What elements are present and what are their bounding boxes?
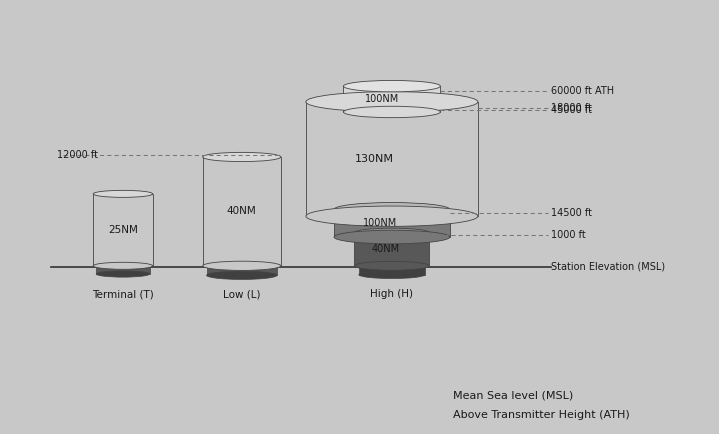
Polygon shape	[306, 102, 478, 216]
Text: 12000 ft: 12000 ft	[58, 150, 99, 160]
Polygon shape	[344, 86, 440, 112]
Text: 25NM: 25NM	[108, 225, 138, 235]
Text: Low (L): Low (L)	[223, 289, 260, 299]
Text: High (H): High (H)	[370, 289, 413, 299]
Ellipse shape	[344, 80, 440, 92]
Text: Above Transmitter Height (ATH): Above Transmitter Height (ATH)	[453, 410, 630, 420]
Polygon shape	[206, 261, 277, 275]
Ellipse shape	[93, 262, 152, 270]
Ellipse shape	[206, 257, 277, 266]
Polygon shape	[359, 262, 425, 275]
Ellipse shape	[96, 271, 150, 277]
Ellipse shape	[96, 259, 150, 265]
Text: 100NM: 100NM	[363, 218, 398, 228]
Ellipse shape	[344, 106, 440, 118]
Text: 18000 ft: 18000 ft	[551, 103, 592, 113]
Text: 40NM: 40NM	[372, 244, 400, 254]
Text: Mean Sea level (MSL): Mean Sea level (MSL)	[453, 391, 573, 401]
Polygon shape	[96, 262, 150, 274]
Text: Terminal (T): Terminal (T)	[92, 289, 154, 299]
Text: 130NM: 130NM	[355, 154, 394, 164]
Ellipse shape	[203, 152, 281, 161]
Ellipse shape	[334, 230, 450, 244]
Ellipse shape	[206, 271, 277, 279]
Polygon shape	[203, 157, 281, 266]
Text: 14500 ft: 14500 ft	[551, 208, 592, 218]
Ellipse shape	[359, 271, 425, 279]
Text: 60000 ft ATH: 60000 ft ATH	[551, 86, 615, 96]
Polygon shape	[334, 209, 450, 237]
Ellipse shape	[203, 261, 281, 270]
Ellipse shape	[359, 258, 425, 266]
Text: 1000 ft: 1000 ft	[551, 230, 586, 240]
Ellipse shape	[354, 228, 429, 237]
Ellipse shape	[306, 206, 478, 227]
Ellipse shape	[93, 191, 152, 197]
Ellipse shape	[354, 261, 429, 270]
Ellipse shape	[334, 203, 450, 216]
Polygon shape	[354, 233, 429, 266]
Ellipse shape	[306, 92, 478, 112]
Text: 100NM: 100NM	[365, 94, 399, 104]
Text: Station Elevation (MSL): Station Elevation (MSL)	[551, 262, 666, 272]
Polygon shape	[93, 194, 152, 266]
Text: 45000 ft: 45000 ft	[551, 105, 592, 115]
Text: 40NM: 40NM	[227, 207, 257, 217]
